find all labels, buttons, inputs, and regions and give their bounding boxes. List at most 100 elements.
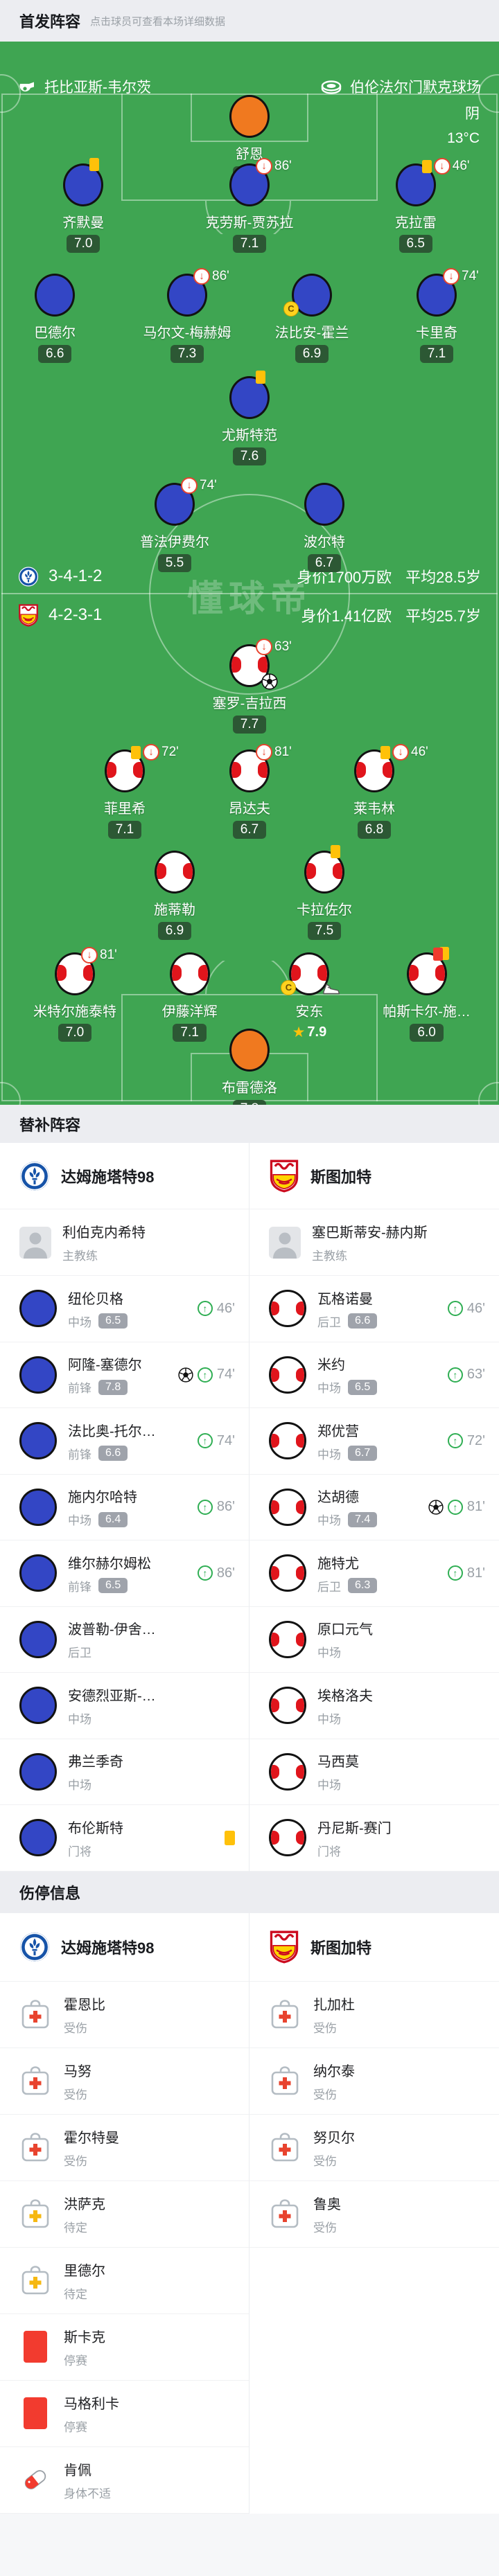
coach-row-away[interactable]: 塞巴斯蒂安-赫内斯 主教练	[250, 1209, 499, 1276]
injury-player-name: 霍恩比	[64, 1997, 105, 2013]
player-rating-value: 7.3	[170, 345, 204, 363]
substitute-meta: 后卫 6.3	[317, 1577, 378, 1595]
player[interactable]: ↓ 74' 普法伊费尔 5.5	[123, 477, 227, 572]
player[interactable]: ↓ 46' 莱韦林 6.8	[322, 744, 428, 839]
player-name: 法比安-霍兰	[274, 326, 349, 341]
player[interactable]: 齐默曼 7.0	[31, 158, 135, 253]
subs-section-header: 替补阵容	[0, 1105, 499, 1143]
substitute-row[interactable]: 原口元气 中场	[250, 1607, 499, 1673]
player[interactable]: 巴德尔 6.6	[3, 274, 107, 363]
injury-row[interactable]: 里德尔 待定	[0, 2248, 249, 2314]
yellow-card-icon	[225, 1830, 235, 1845]
player[interactable]: ↓ 86' 克劳斯-贾苏拉 7.1	[198, 158, 301, 253]
injury-row[interactable]: 努贝尔 受伤	[250, 2115, 499, 2181]
injuries-col-home: 达姆施塔特98 霍恩比 受伤 马努 受伤 霍尔特曼 受伤	[0, 1912, 250, 2514]
player[interactable]: 尤斯特范 7.6	[198, 371, 301, 465]
player-name: 马尔文-梅赫姆	[143, 326, 231, 341]
player-name: 普法伊费尔	[140, 535, 209, 550]
goal-icon	[178, 1367, 193, 1383]
substitute-row[interactable]: 法比奥-托尔… 前锋 6.6 ↑ 74'	[0, 1408, 249, 1475]
injury-row[interactable]: 洪萨克 待定	[0, 2181, 249, 2248]
assist-icon	[322, 982, 340, 997]
substitute-row[interactable]: 维尔赫尔姆松 前锋 6.5 ↑ 86'	[0, 1540, 249, 1607]
injury-row[interactable]: 斯卡克 停赛	[0, 2314, 249, 2381]
substitute-row[interactable]: 达胡德 中场 7.4 ↑ 81'	[250, 1475, 499, 1540]
substitute-position: 中场	[317, 1382, 341, 1396]
substitute-meta: 后卫	[68, 1643, 156, 1660]
substitute-name: 埃格洛夫	[317, 1688, 373, 1704]
away-info-row: 4-2-3-1 身价1.41亿欧 平均25.7岁	[0, 596, 499, 634]
substitute-row[interactable]: 弗兰季奇 中场	[0, 1739, 249, 1805]
substitute-row[interactable]: 瓦格诺曼 后卫 6.6 ↑ 46'	[250, 1276, 499, 1342]
substitute-row[interactable]: 丹尼斯-赛门 门将	[250, 1805, 499, 1872]
player[interactable]: ↓ 46' 克拉雷 6.5	[364, 158, 470, 253]
substitute-row[interactable]: 施特尤 后卫 6.3 ↑ 81'	[250, 1540, 499, 1607]
player[interactable]: 帕斯卡尔-施… 6.0	[375, 947, 479, 1042]
sub-out-icon: ↓	[143, 744, 159, 761]
player[interactable]: ↓ 86' 马尔文-梅赫姆 7.3	[135, 268, 239, 363]
player[interactable]: ↓ 74' 卡里奇 7.1	[385, 268, 489, 363]
substitute-meta: 中场 6.5	[317, 1378, 378, 1396]
injury-row[interactable]: 霍恩比 受伤	[0, 1982, 249, 2048]
player-top-badges: ↓ 81'	[81, 947, 117, 963]
injury-status: 待定	[64, 2221, 87, 2235]
injury-row[interactable]: 鲁奥 受伤	[250, 2181, 499, 2248]
injury-row[interactable]: 肯佩 身体不适	[0, 2447, 249, 2514]
substitute-row[interactable]: 波普勒-伊舍… 后卫	[0, 1607, 249, 1673]
player[interactable]: 布雷德洛 7.8	[198, 1029, 301, 1105]
injury-kit-icon	[269, 2065, 301, 2097]
substitute-row[interactable]: 阿隆-塞德尔 前锋 7.8 ↑ 74'	[0, 1342, 249, 1408]
substitute-info: 瓦格诺曼 后卫 6.6	[317, 1288, 378, 1330]
sub-in-minute: 72'	[466, 1432, 485, 1448]
injury-row[interactable]: 霍尔特曼 受伤	[0, 2115, 249, 2181]
player[interactable]: C 法比安-霍兰 6.9	[260, 274, 364, 363]
injury-status: 受伤	[313, 2021, 337, 2035]
coach-row-home[interactable]: 利伯克内希特 主教练	[0, 1209, 249, 1276]
injury-row[interactable]: 马努 受伤	[0, 2048, 249, 2115]
player[interactable]: ↓ 63' 塞罗-吉拉西 7.7	[198, 639, 301, 734]
injury-kit-icon	[269, 2198, 301, 2230]
substitute-row[interactable]: 埃格洛夫 中场	[250, 1673, 499, 1739]
stadium-icon	[321, 79, 342, 94]
player-rating-value: 6.5	[399, 235, 432, 253]
substitute-meta: 前锋 6.6	[68, 1445, 156, 1462]
player[interactable]: C 安东 ★ 7.9	[257, 952, 361, 1041]
player-rating: 7.6	[198, 447, 301, 465]
sub-in-minute: 63'	[466, 1367, 485, 1383]
substitute-info: 原口元气 中场	[317, 1618, 373, 1660]
injury-row[interactable]: 纳尔泰 受伤	[250, 2048, 499, 2115]
substitute-row[interactable]: 施内尔哈特 中场 6.4 ↑ 86'	[0, 1475, 249, 1540]
substitute-name: 郑优营	[317, 1423, 359, 1439]
substitute-row[interactable]: 安德烈亚斯-… 中场	[0, 1673, 249, 1739]
substitute-row[interactable]: 纽伦贝格 中场 6.5 ↑ 46'	[0, 1276, 249, 1342]
substitute-row[interactable]: 布伦斯特 门将	[0, 1805, 249, 1872]
player[interactable]: ↓ 72' 菲里希 7.1	[73, 744, 179, 839]
player[interactable]: 卡拉佐尔 7.5	[272, 845, 376, 940]
substitute-row[interactable]: 郑优营 中场 6.7 ↑ 72'	[250, 1408, 499, 1475]
sub-in-minute: 86'	[216, 1565, 235, 1581]
player[interactable]: ↓ 81' 米特尔施泰特 7.0	[23, 947, 127, 1042]
player-shirt: ↓ 86'	[229, 158, 292, 206]
injuries-section-header: 伤停信息	[0, 1871, 499, 1913]
shirt-icon	[229, 749, 270, 792]
player[interactable]: ↓ 81' 昂达夫 6.7	[198, 744, 301, 839]
player-shirt: C	[283, 274, 332, 317]
substitute-position: 前锋	[68, 1580, 91, 1594]
substitute-row[interactable]: 马西莫 中场	[250, 1739, 499, 1805]
substitute-position: 中场	[317, 1448, 341, 1462]
injury-player-name: 努贝尔	[313, 2130, 355, 2146]
injury-row[interactable]: 马格利卡 停赛	[0, 2381, 249, 2447]
player-rating: 6.8	[322, 821, 426, 839]
shirt-icon	[19, 1752, 57, 1791]
player[interactable]: 伊藤洋辉 7.1	[138, 952, 242, 1042]
substitute-info: 郑优营 中场 6.7	[317, 1420, 378, 1462]
substitute-row[interactable]: 米约 中场 6.5 ↑ 63'	[250, 1342, 499, 1408]
injury-kit-icon	[19, 1998, 51, 2030]
yellow-card-icon	[131, 745, 141, 759]
player[interactable]: 波尔特 6.7	[272, 483, 376, 572]
injury-row[interactable]: 扎加杜 受伤	[250, 1982, 499, 2048]
player-shirt	[304, 845, 344, 894]
player[interactable]: 施蒂勒 6.9	[123, 851, 227, 940]
coach-name: 塞巴斯蒂安-赫内斯	[312, 1225, 428, 1241]
substitute-rating: 7.8	[98, 1379, 128, 1395]
